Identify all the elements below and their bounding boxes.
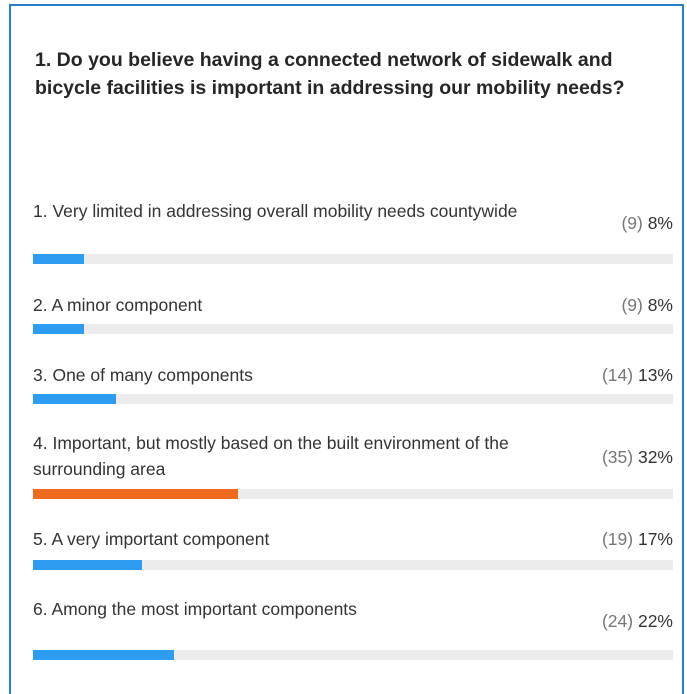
option-stat: (19) 17% <box>573 526 673 552</box>
option-stat: (24) 22% <box>573 608 673 634</box>
option-percent: 8% <box>647 295 673 315</box>
option-bar-fill <box>33 394 117 404</box>
option-bar-track <box>33 324 673 334</box>
option-count: (9) <box>621 295 643 315</box>
option-bar-track <box>33 650 673 660</box>
option-bar-fill <box>33 650 174 660</box>
poll-panel: 1. Do you believe having a connected net… <box>9 4 684 694</box>
option-label: 5. A very important component <box>33 529 270 549</box>
option-bar-fill <box>33 324 85 334</box>
option-bar-fill <box>33 489 238 499</box>
option-count: (35) <box>601 447 634 467</box>
option-count: (14) <box>601 365 634 385</box>
option-percent: 13% <box>637 365 673 385</box>
option-percent: 22% <box>637 611 673 631</box>
option-percent: 17% <box>637 529 673 549</box>
option-count: (9) <box>621 213 643 233</box>
option-stat: (35) 32% <box>573 444 673 470</box>
option-count: (19) <box>601 529 634 549</box>
option-bar-track <box>33 489 673 499</box>
option-stat: (9) 8% <box>573 292 673 318</box>
option-count: (24) <box>601 611 634 631</box>
question-title: 1. Do you believe having a connected net… <box>35 49 625 99</box>
option-stat: (14) 13% <box>573 362 673 388</box>
option-bar-fill <box>33 254 85 264</box>
option-bar-track <box>33 560 673 570</box>
option-stat: (9) 8% <box>573 210 673 236</box>
option-label: 6. Among the most important components <box>33 599 357 619</box>
option-label: 3. One of many components <box>33 365 253 385</box>
option-bar-fill <box>33 560 142 570</box>
option-label: 4. Important, but mostly based on the bu… <box>33 433 509 479</box>
option-bar-track <box>33 254 673 264</box>
option-label: 1. Very limited in addressing overall mo… <box>33 201 518 221</box>
option-percent: 32% <box>637 447 673 467</box>
option-bar-track <box>33 394 673 404</box>
option-percent: 8% <box>647 213 673 233</box>
option-label: 2. A minor component <box>33 295 203 315</box>
